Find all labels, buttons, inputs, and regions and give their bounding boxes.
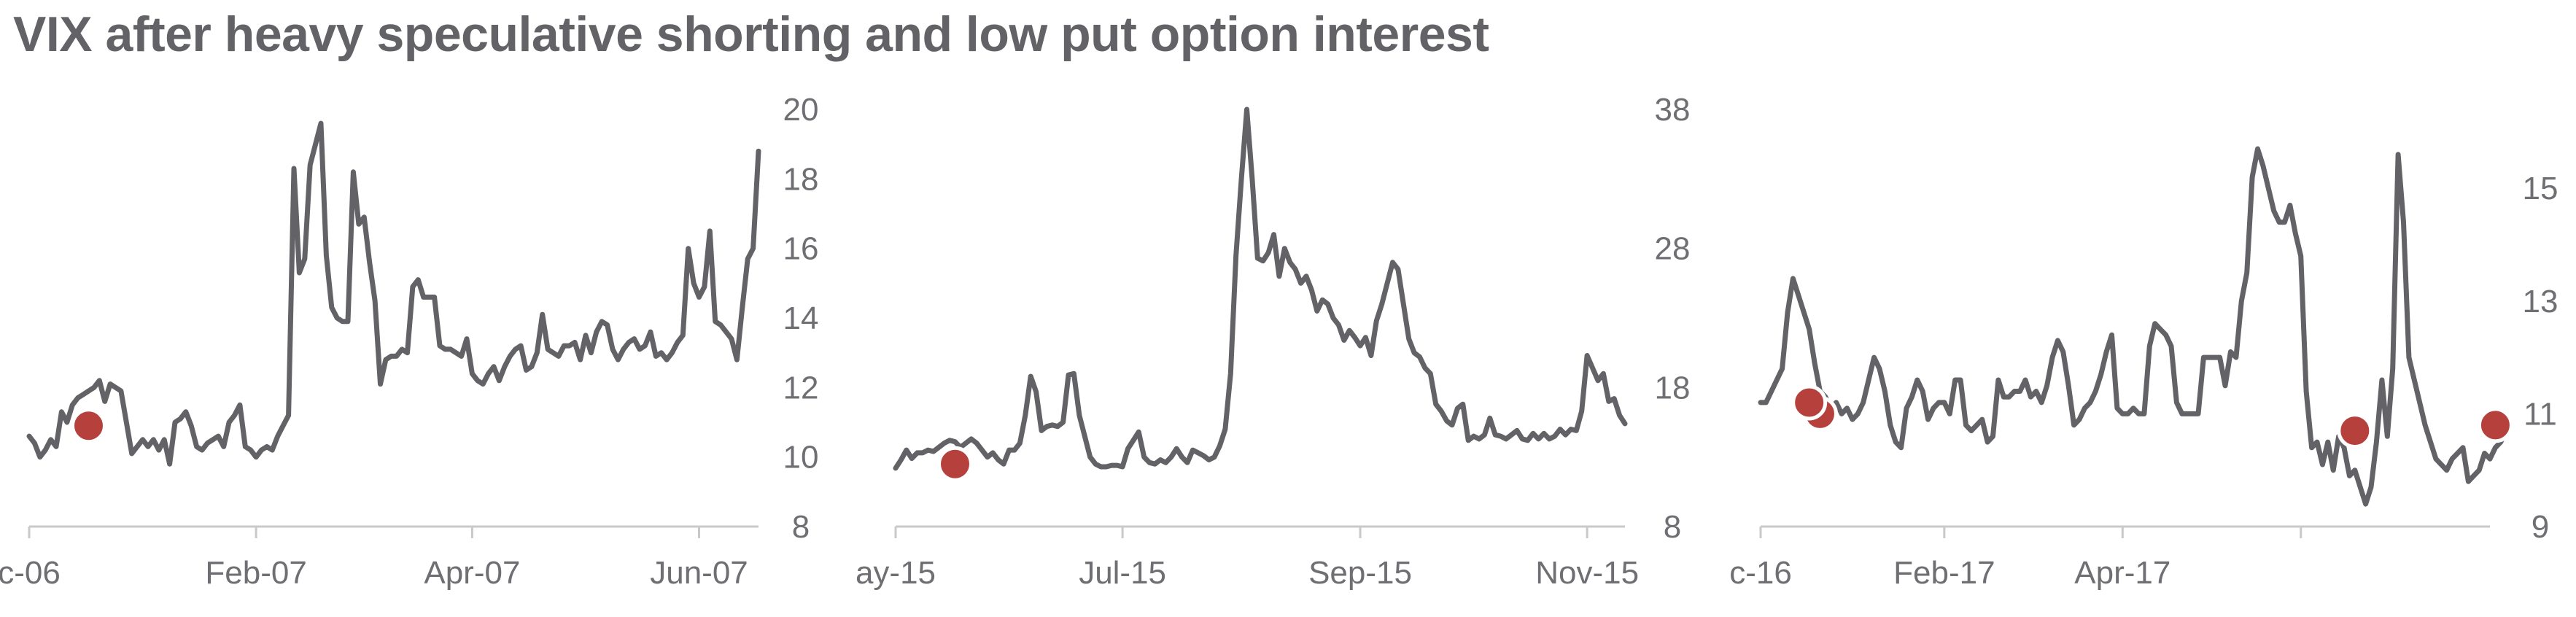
y-tick-label: 10 xyxy=(783,440,819,476)
event-marker xyxy=(936,446,973,482)
y-tick-label: 16 xyxy=(783,231,819,267)
x-tick-label: Feb-07 xyxy=(205,555,306,591)
y-tick-label: 18 xyxy=(783,161,819,197)
x-tick-label: Apr-17 xyxy=(2074,555,2170,591)
y-tick-label: 38 xyxy=(1655,92,1691,128)
x-tick-label: Feb-17 xyxy=(1893,555,1995,591)
event-marker xyxy=(70,408,106,444)
vix-panel-2015: ay-15 Jul-15 Sep-15 Nov-15 8 18 28 38 xyxy=(856,92,1691,591)
x-tick-label: ay-15 xyxy=(856,555,936,591)
vix-panel-2006-2007: c-06 Feb-07 Apr-07 Jun-07 8 10 12 14 16 18 20 xyxy=(0,92,818,591)
x-tick-label: c-16 xyxy=(1729,555,1792,591)
vix-series-line xyxy=(893,106,1628,471)
x-tick-label: Jul-15 xyxy=(1079,555,1166,591)
y-tick-label: 8 xyxy=(792,509,810,545)
event-marker xyxy=(1791,384,1828,421)
y-tick-label: 28 xyxy=(1655,231,1691,267)
x-tick-label: Nov-15 xyxy=(1535,555,1639,591)
y-tick-label: 13 xyxy=(2523,284,2558,319)
y-tick-label: 20 xyxy=(783,92,819,128)
y-tick-label: 14 xyxy=(783,300,819,336)
y-tick-label: 15 xyxy=(2523,171,2558,206)
y-tick-label: 11 xyxy=(2523,396,2557,432)
x-tick-label: Sep-15 xyxy=(1308,555,1412,591)
x-tick-label: Jun-07 xyxy=(650,555,748,591)
vix-panel-2016-2017: c-16 Feb-17 Apr-17 9 11 13 15 xyxy=(1729,146,2558,591)
chart-title: VIX after heavy speculative shorting and… xyxy=(13,7,1489,62)
vix-series-line xyxy=(26,120,761,467)
x-tick-label: Apr-07 xyxy=(424,555,520,591)
y-tick-label: 8 xyxy=(1664,509,1681,545)
event-marker xyxy=(2477,407,2513,443)
y-tick-label: 9 xyxy=(2532,509,2549,545)
y-tick-label: 18 xyxy=(1655,370,1691,405)
y-tick-label: 12 xyxy=(783,370,819,405)
event-marker xyxy=(2337,413,2373,449)
x-tick-label: c-06 xyxy=(0,555,61,591)
vix-series-line xyxy=(1758,146,2509,507)
